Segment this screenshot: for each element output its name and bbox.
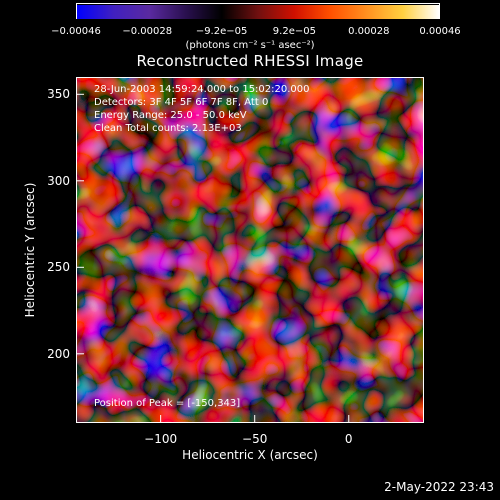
heatmap-svg xyxy=(76,77,424,423)
colorbar-units: (photons cm⁻² s⁻¹ asec⁻²) xyxy=(185,40,315,51)
colorbar-tick-label: −0.00028 xyxy=(122,26,173,37)
annotation-detectors: Detectors: 3F 4F 5F 6F 7F 8F, Att 0 xyxy=(94,97,269,108)
colorbar-gradient xyxy=(77,5,439,19)
x-tick-marks xyxy=(160,415,350,423)
x-tick-label: −100 xyxy=(144,432,178,446)
x-tick-label: −50 xyxy=(242,432,268,446)
colorbar-tick-label: 0.00028 xyxy=(348,26,390,37)
timestamp: 2-May-2022 23:43 xyxy=(384,480,494,494)
annotation-time-range: 28-Jun-2003 14:59:24.000 to 15:02:20.000 xyxy=(94,84,310,95)
y-tick-label: 300 xyxy=(47,173,70,188)
colorbar-tick-label: 0.00046 xyxy=(419,26,461,37)
colorbar-tick-label: −0.00046 xyxy=(51,26,101,37)
y-tick-label: 350 xyxy=(47,87,70,102)
colorbar-tick-label: −9.2e−05 xyxy=(195,26,248,37)
y-tick-marks xyxy=(76,93,84,355)
annotation-peak-position: Position of Peak = [-150,343] xyxy=(94,398,241,409)
heatmap-image xyxy=(76,77,424,423)
plot-frame xyxy=(76,77,424,423)
y-tick-label: 250 xyxy=(47,260,70,275)
colorbar-tick-label: 9.2e−05 xyxy=(272,26,316,37)
annotation-energy-range: Energy Range: 25.0 - 50.0 keV xyxy=(94,110,247,121)
x-axis-label: Heliocentric X (arcsec) xyxy=(182,448,318,462)
annotation-total-counts: Clean Total counts: 2.13E+03 xyxy=(94,123,242,134)
x-tick-label: 0 xyxy=(344,432,353,446)
y-axis-label: Heliocentric Y (arcsec) xyxy=(23,182,37,318)
heatmap-plot xyxy=(76,77,424,423)
colorbar xyxy=(76,3,440,19)
y-tick-label: 200 xyxy=(47,346,70,361)
chart-title: Reconstructed RHESSI Image xyxy=(136,52,364,70)
